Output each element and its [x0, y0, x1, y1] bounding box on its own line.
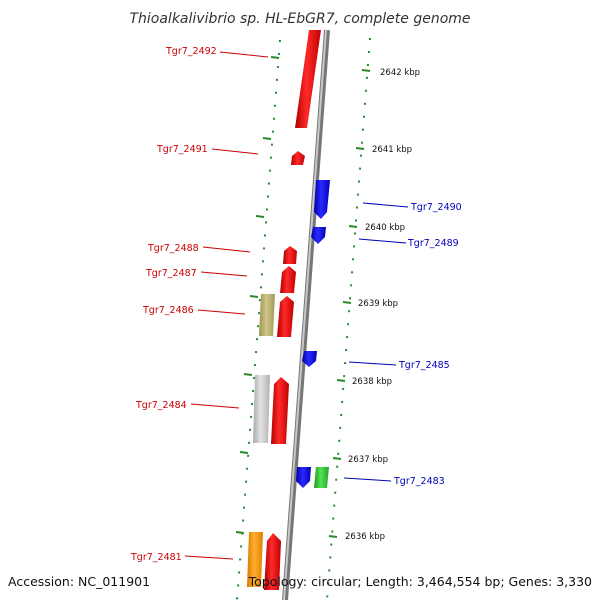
topology-label: Topology: circular; Length: 3,464,554 bp…	[248, 574, 592, 589]
gene-label-2488[interactable]: Tgr7_2488	[147, 243, 199, 254]
tick-right-4	[342, 301, 352, 304]
gene-label-2485[interactable]: Tgr7_2485	[398, 360, 450, 371]
scale-label-2641: 2641 kbp	[372, 145, 412, 155]
scale-label-2642: 2642 kbp	[380, 68, 420, 78]
tick-right-1	[361, 69, 371, 72]
gene-label-2487[interactable]: Tgr7_2487	[145, 268, 197, 279]
tick-right-2	[355, 147, 365, 150]
scale-label-2640: 2640 kbp	[365, 223, 405, 233]
gene-2483-connector	[343, 477, 392, 482]
gene-2486-feature[interactable]	[277, 296, 294, 337]
tick-left-4	[249, 295, 259, 298]
scale-label-2636: 2636 kbp	[345, 532, 385, 542]
tick-left-2	[262, 137, 272, 140]
scale-ticks	[235, 56, 371, 538]
gene-2487-feature[interactable]	[280, 266, 296, 293]
gene-2490-connector	[362, 202, 409, 208]
tick-right-5	[336, 379, 346, 382]
gene-2489-feature[interactable]	[311, 227, 326, 244]
gene-2491-feature[interactable]	[291, 151, 305, 165]
gene-2481-companion[interactable]	[247, 532, 263, 587]
gene-label-2490[interactable]: Tgr7_2490	[410, 202, 462, 213]
gene-2484-companion[interactable]	[253, 375, 270, 443]
gene-2488-connector	[202, 246, 251, 253]
gene-2483-feature[interactable]	[296, 467, 311, 488]
tick-left-5	[243, 373, 253, 376]
map-title: Thioalkalivibrio sp. HL-EbGR7, complete …	[129, 11, 470, 27]
genome-backbone-highlight	[283, 29, 327, 600]
gene-2492-feature[interactable]	[295, 30, 321, 128]
gene-2485-connector	[348, 361, 397, 366]
gene-2483-companion[interactable]	[314, 467, 329, 488]
gene-2486-companion[interactable]	[259, 294, 275, 336]
gene-2492-connector	[219, 51, 269, 58]
gene-2486-connector	[197, 309, 246, 315]
scale-label-2637: 2637 kbp	[348, 455, 388, 465]
gene-2491-connector	[211, 148, 259, 155]
gene-label-2484[interactable]: Tgr7_2484	[135, 400, 187, 411]
gene-2481-connector	[184, 555, 234, 560]
track-outer-left	[236, 39, 281, 600]
tick-right-6	[332, 457, 342, 460]
tick-left-7	[235, 531, 245, 534]
gene-label-2483[interactable]: Tgr7_2483	[393, 476, 445, 487]
gene-label-2481[interactable]: Tgr7_2481	[130, 552, 182, 563]
tick-left-3	[255, 215, 265, 218]
gene-label-2491[interactable]: Tgr7_2491	[156, 144, 208, 155]
tick-right-3	[348, 225, 358, 228]
scale-label-2639: 2639 kbp	[358, 299, 398, 309]
gene-2488-feature[interactable]	[283, 246, 297, 264]
gene-2487-connector	[200, 271, 248, 277]
gene-2490-feature[interactable]	[314, 180, 330, 219]
accession-label: Accession: NC_011901	[8, 574, 150, 589]
gene-2485-feature[interactable]	[302, 351, 317, 367]
gene-2484-feature[interactable]	[271, 377, 289, 444]
tick-left-6	[239, 451, 249, 454]
scale-label-2638: 2638 kbp	[352, 377, 392, 387]
gene-2489-connector	[358, 238, 407, 244]
gene-label-2486[interactable]: Tgr7_2486	[142, 305, 194, 316]
gene-2481-feature[interactable]	[264, 533, 281, 590]
tick-right-7	[328, 535, 338, 538]
gene-label-2489[interactable]: Tgr7_2489	[407, 238, 459, 249]
tick-left-1	[270, 56, 280, 59]
track-outer-right	[326, 37, 371, 600]
gene-2484-connector	[190, 403, 240, 409]
gene-label-2492[interactable]: Tgr7_2492	[165, 46, 217, 57]
